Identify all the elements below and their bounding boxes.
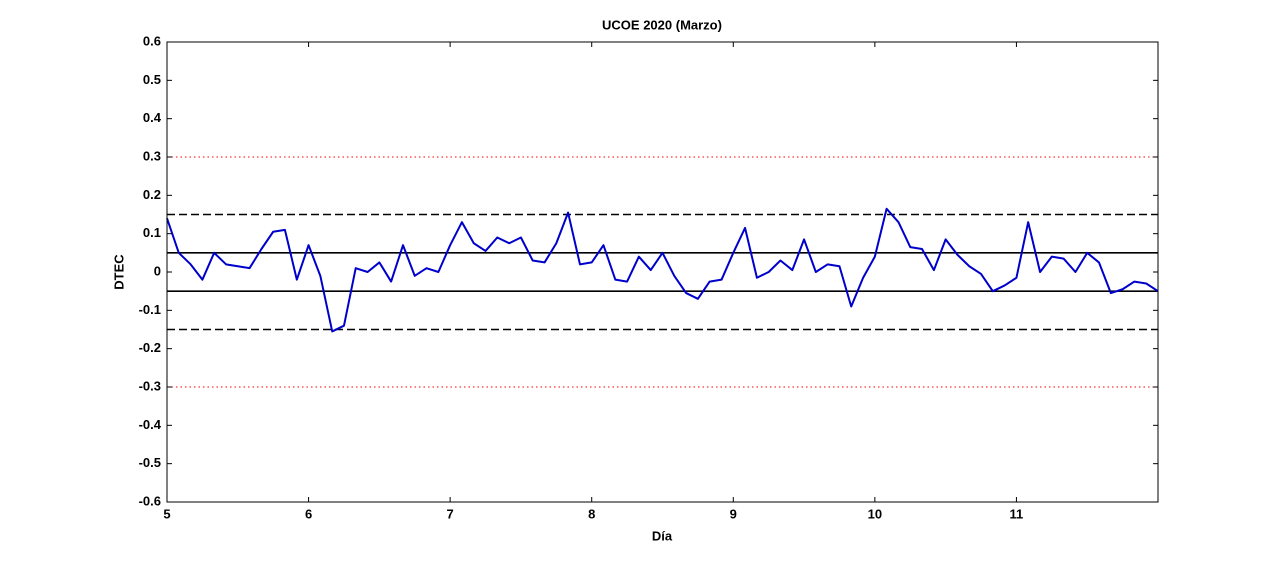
y-tick-label: -0.2 (139, 340, 161, 355)
y-tick-label: 0.5 (143, 72, 161, 87)
chart-title: UCOE 2020 (Marzo) (602, 17, 722, 32)
y-tick-label: 0.2 (143, 187, 161, 202)
data-line (166, 207, 1159, 333)
x-axis-label: Día (652, 528, 673, 543)
y-tick-label: 0.3 (143, 148, 161, 163)
x-tick-label: 5 (163, 506, 170, 521)
x-tick-label: 7 (447, 506, 454, 521)
x-tick-label: 11 (1010, 506, 1024, 521)
x-tick-label: 9 (730, 506, 737, 521)
y-tick-label: 0.6 (143, 33, 161, 48)
y-tick-label: -0.1 (139, 302, 161, 317)
x-tick-label: 10 (868, 506, 882, 521)
x-tick-label: 6 (305, 506, 312, 521)
y-tick-label: -0.6 (139, 493, 161, 508)
y-tick-label: 0 (154, 263, 161, 278)
x-tick-label: 8 (588, 506, 595, 521)
y-tick-label: -0.3 (139, 378, 161, 393)
y-axis-label: DTEC (111, 254, 126, 290)
y-tick-label: 0.1 (143, 225, 161, 240)
y-tick-label: -0.4 (139, 417, 162, 432)
y-tick-label: 0.4 (143, 110, 162, 125)
plot-frame (166, 41, 1159, 503)
y-tick-label: -0.5 (139, 455, 161, 470)
